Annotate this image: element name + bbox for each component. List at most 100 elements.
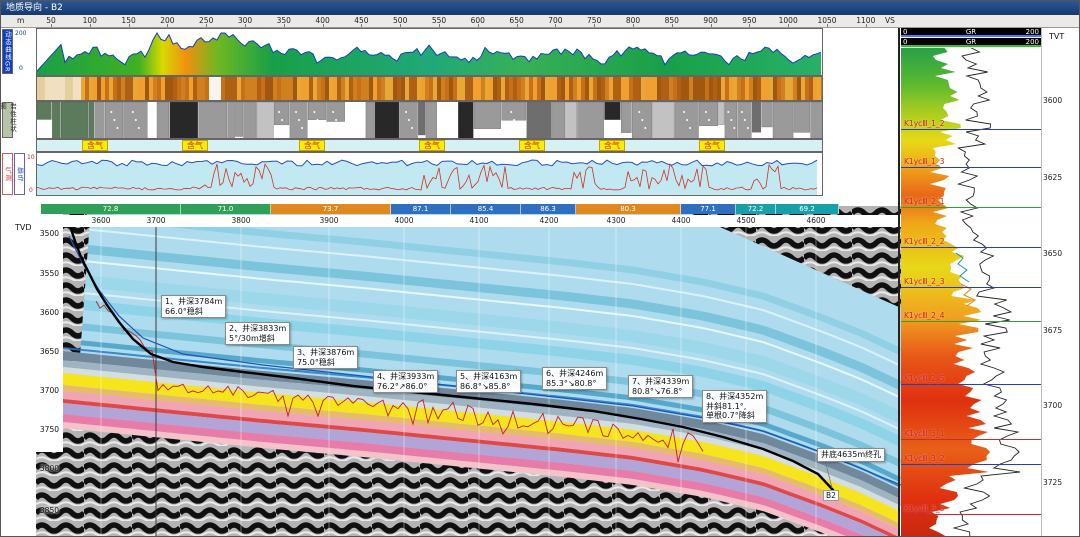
chromatogram-stripe bbox=[145, 77, 149, 100]
chromatogram-stripe bbox=[353, 77, 357, 100]
lithology-dot bbox=[278, 111, 281, 113]
chromatogram-stripe bbox=[685, 77, 689, 100]
chromatogram-stripe bbox=[221, 77, 225, 100]
chromatogram-stripe bbox=[197, 77, 201, 100]
ruler-tickmark bbox=[206, 24, 208, 27]
chromatogram-stripe bbox=[117, 77, 121, 100]
chromatogram-stripe bbox=[701, 77, 705, 100]
chromatogram-stripe bbox=[461, 77, 465, 100]
ruler-tick: 200 bbox=[160, 16, 175, 25]
geosteering-cross-section[interactable] bbox=[36, 206, 901, 537]
ruler-tick: 1000 bbox=[778, 16, 798, 25]
chromatogram-track[interactable] bbox=[36, 76, 823, 101]
chromatogram-stripe bbox=[249, 77, 253, 100]
lithology-dot bbox=[705, 111, 707, 113]
chromatogram-stripe bbox=[201, 77, 205, 100]
ruler-tick: 450 bbox=[354, 16, 369, 25]
chromatogram-stripe bbox=[657, 77, 661, 100]
tvt-depth-label: 3700 bbox=[1043, 401, 1063, 410]
gas-scale-min-left: 0 bbox=[29, 187, 33, 194]
lithology-dot bbox=[641, 119, 644, 121]
chromatogram-stripe bbox=[669, 77, 673, 100]
lithology-track-title-text: 岩性柱状图 bbox=[0, 103, 17, 133]
chromatogram-stripe bbox=[393, 77, 397, 100]
inclination-segment: 72.2 bbox=[736, 204, 776, 214]
chromatogram-stripe bbox=[541, 77, 545, 100]
chromatogram-stripe bbox=[489, 77, 493, 100]
tvt-depth-label: 3625 bbox=[1043, 173, 1063, 182]
lithology-dot bbox=[730, 119, 733, 121]
chromatogram-stripe bbox=[109, 77, 113, 100]
chromatogram-stripe bbox=[649, 77, 653, 100]
md-tick-label: 4100 bbox=[469, 216, 489, 225]
lithology-track[interactable] bbox=[36, 101, 823, 139]
lithology-block bbox=[307, 102, 327, 120]
chromatogram-stripe bbox=[53, 77, 57, 100]
chromatogram-stripe bbox=[49, 77, 53, 100]
gr-projection-curve bbox=[68, 235, 901, 486]
chromatogram-stripe bbox=[153, 77, 157, 100]
while-drilling-gamma-curve bbox=[95, 300, 704, 463]
chromatogram-stripe bbox=[89, 77, 93, 100]
ruler-tick: 800 bbox=[625, 16, 641, 25]
chromatogram-stripe bbox=[437, 77, 441, 100]
chromatogram-stripe bbox=[261, 77, 265, 100]
chromatogram-stripe bbox=[761, 77, 765, 100]
chromatogram-stripe bbox=[309, 77, 313, 100]
type-log-gr-display[interactable] bbox=[901, 48, 1041, 537]
lithology-block bbox=[604, 102, 621, 120]
chromatogram-stripe bbox=[621, 77, 625, 100]
chromatogram-stripe bbox=[345, 77, 349, 100]
window-titlebar[interactable]: 地质导向 - B2 bbox=[1, 1, 1079, 15]
strat-band bbox=[36, 411, 865, 536]
chromatogram-stripe bbox=[397, 77, 401, 100]
seismic-top-right bbox=[673, 206, 901, 308]
chromatogram-stripe bbox=[253, 77, 257, 100]
gas-curve-track[interactable] bbox=[36, 152, 823, 196]
chromatogram-stripe bbox=[237, 77, 241, 100]
chromatogram-stripe bbox=[97, 77, 101, 100]
lithology-block bbox=[52, 102, 61, 138]
chromatogram-stripe bbox=[617, 77, 621, 100]
tvd-tick-label: 3850 bbox=[39, 506, 59, 515]
chromatogram-stripe bbox=[653, 77, 657, 100]
panel-separator[interactable] bbox=[898, 15, 900, 536]
chromatogram-stripe bbox=[93, 77, 97, 100]
ruler-tick: 150 bbox=[121, 16, 136, 25]
tvd-tick-label: 3550 bbox=[39, 269, 59, 278]
chromatogram-stripe bbox=[325, 77, 329, 100]
chromatogram-stripe bbox=[777, 77, 781, 100]
tvt-depth-label: 3650 bbox=[1043, 249, 1063, 258]
gas-area-fill bbox=[37, 160, 817, 195]
ruler-tick: 300 bbox=[237, 16, 253, 25]
lithology-block bbox=[577, 102, 604, 138]
well-trajectory bbox=[69, 227, 835, 492]
gas-flag: 含气 bbox=[419, 140, 445, 151]
chromatogram-stripe bbox=[445, 77, 449, 100]
chromatogram-stripe bbox=[413, 77, 417, 100]
chromatogram-stripe bbox=[517, 77, 521, 100]
type-gr-heat-fill bbox=[901, 48, 991, 536]
chromatogram-stripe bbox=[141, 77, 145, 100]
lithology-dot bbox=[295, 111, 297, 113]
lithology-block bbox=[235, 102, 243, 137]
lithology-block bbox=[198, 102, 227, 138]
lithology-dot bbox=[516, 127, 519, 129]
chromatogram-stripe bbox=[705, 77, 709, 100]
ruler-tick: 550 bbox=[431, 16, 447, 25]
chromatogram-stripe bbox=[369, 77, 373, 100]
gr-log-track[interactable] bbox=[36, 28, 823, 76]
ruler-tickmark bbox=[439, 24, 440, 27]
gr-scale-bar-2: 0 GR 200 bbox=[901, 38, 1041, 47]
ruler-tick: 950 bbox=[742, 16, 757, 25]
chromatogram-stripe bbox=[289, 77, 293, 100]
lithology-dot bbox=[316, 119, 319, 121]
lithology-dot bbox=[510, 111, 513, 113]
seismic-bottom bbox=[36, 425, 831, 536]
seismic-left-edge bbox=[63, 206, 91, 366]
gas-flag: 含气 bbox=[299, 140, 325, 151]
md-tick-label: 3600 bbox=[91, 216, 111, 225]
md-tick-label: 4000 bbox=[394, 216, 414, 225]
chromatogram-stripe bbox=[773, 77, 777, 100]
chromatogram-stripe bbox=[597, 77, 601, 100]
